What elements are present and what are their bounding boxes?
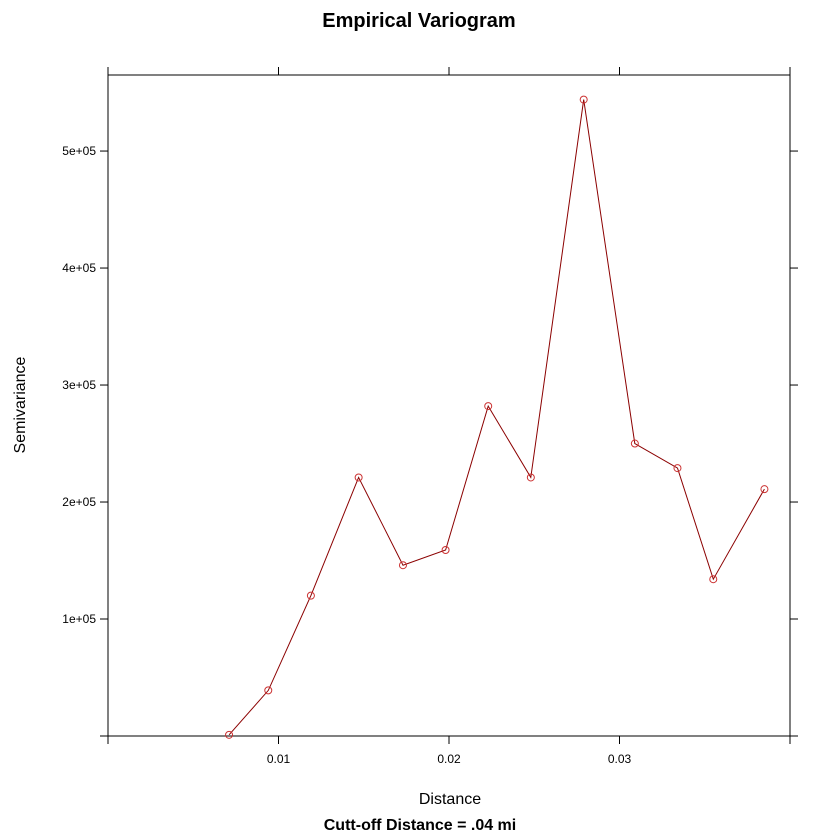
data-point: [760, 485, 769, 494]
series-line: [228, 99, 765, 736]
x-tick-label: 0.03: [608, 752, 632, 766]
y-axis-ticks: 1e+05 2e+05 3e+05 4e+05 5e+05: [62, 144, 798, 737]
data-point: [579, 95, 588, 104]
y-tick-label: 4e+05: [62, 261, 96, 275]
chart-subtitle: Cutt-off Distance = .04 mi: [324, 817, 516, 834]
x-axis-ticks: 0.01 0.02 0.03: [107, 67, 791, 766]
x-tick-label: 0.01: [267, 752, 291, 766]
y-tick-label: 5e+05: [62, 144, 96, 158]
y-tick-label: 1e+05: [62, 612, 96, 626]
data-point: [306, 591, 315, 600]
data-point: [441, 545, 450, 554]
y-tick-label: 2e+05: [62, 495, 96, 509]
data-point: [709, 575, 718, 584]
data-point: [630, 439, 639, 448]
data-point: [484, 402, 493, 411]
y-axis-label: Semivariance: [12, 356, 29, 453]
data-point: [264, 686, 273, 695]
x-tick-label: 0.02: [437, 752, 461, 766]
data-point: [225, 730, 234, 739]
data-point: [673, 464, 682, 473]
plot-frame: [107, 74, 791, 737]
y-tick-label: 3e+05: [62, 378, 96, 392]
data-point: [354, 473, 363, 482]
data-point: [398, 561, 407, 570]
chart-title: Empirical Variogram: [322, 10, 515, 32]
series-layer: [225, 95, 769, 739]
data-point: [526, 473, 535, 482]
x-axis-label: Distance: [419, 791, 481, 808]
